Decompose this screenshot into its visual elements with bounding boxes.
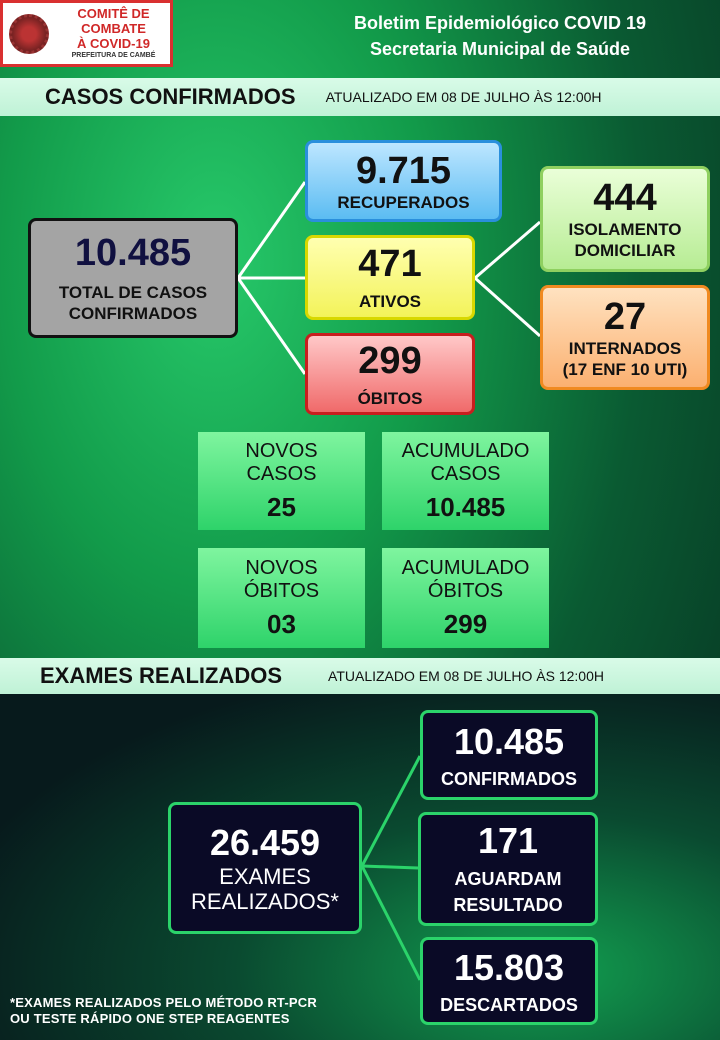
footnote-line1: *EXAMES REALIZADOS PELO MÉTODO RT-PCR <box>10 995 317 1010</box>
casos-header-bar: CASOS CONFIRMADOS ATUALIZADO EM 08 DE JU… <box>0 78 720 116</box>
acumulado-casos-value: 10.485 <box>425 491 506 522</box>
total-casos-box: 10.485 TOTAL DE CASOS CONFIRMADOS <box>28 218 238 338</box>
exames-updated: ATUALIZADO EM 08 DE JULHO ÀS 12:00H <box>328 668 604 684</box>
internados-detail: (17 ENF 10 UTI) <box>562 359 688 379</box>
isolamento-label: ISOLAMENTO <box>568 220 682 239</box>
ativos-value: 471 <box>358 243 422 285</box>
isolamento-label2: DOMICILIAR <box>574 241 676 260</box>
exames-total-value: 26.459 <box>209 822 321 863</box>
recuperados-box: 9.715 RECUPERADOS <box>305 140 502 222</box>
acumulado-obitos-label2: ÓBITOS <box>427 579 504 602</box>
exames-confirmados-box: 10.485 CONFIRMADOS <box>420 710 598 800</box>
ativos-label: ATIVOS <box>358 292 422 311</box>
novos-obitos-box: NOVOS ÓBITOS 03 <box>198 548 365 648</box>
exames-aguardam-label: AGUARDAM <box>454 869 562 889</box>
obitos-box: 299 ÓBITOS <box>305 333 475 415</box>
novos-casos-box: NOVOS CASOS 25 <box>198 432 365 530</box>
acumulado-obitos-label: ACUMULADO <box>401 556 530 579</box>
isolamento-value: 444 <box>593 177 657 219</box>
internados-label: INTERNADOS <box>568 338 682 358</box>
exames-aguardam-box: 171 AGUARDAM RESULTADO <box>418 812 598 926</box>
logo-line2: À COVID-19 <box>77 36 150 51</box>
logo-line1: COMITÊ DE COMBATE <box>77 6 150 36</box>
novos-obitos-label: NOVOS <box>245 556 318 579</box>
acumulado-casos-label: ACUMULADO <box>401 439 530 462</box>
total-casos-value: 10.485 <box>74 232 192 274</box>
exames-confirmados-value: 10.485 <box>453 720 565 762</box>
ativos-box: 471 ATIVOS <box>305 235 475 320</box>
exames-descartados-value: 15.803 <box>453 946 565 988</box>
casos-updated: ATUALIZADO EM 08 DE JULHO ÀS 12:00H <box>325 89 602 105</box>
recuperados-value: 9.715 <box>355 149 452 192</box>
acumulado-obitos-value: 299 <box>443 608 488 639</box>
acumulado-obitos-box: ACUMULADO ÓBITOS 299 <box>382 548 549 648</box>
exames-descartados-box: 15.803 DESCARTADOS <box>420 937 598 1025</box>
exames-aguardam-label2: RESULTADO <box>453 895 563 915</box>
exames-total-label2: REALIZADOS* <box>191 889 339 914</box>
footnote: *EXAMES REALIZADOS PELO MÉTODO RT-PCR OU… <box>10 995 317 1027</box>
acumulado-casos-box: ACUMULADO CASOS 10.485 <box>382 432 549 530</box>
logo-line3: PREFEITURA DE CAMBÉ <box>71 52 156 59</box>
isolamento-box: 444 ISOLAMENTO DOMICILIAR <box>540 166 710 272</box>
page-subtitle: Secretaria Municipal de Saúde <box>369 39 631 59</box>
novos-casos-label: NOVOS <box>245 439 318 462</box>
novos-obitos-label2: ÓBITOS <box>243 579 320 602</box>
virus-icon <box>9 13 49 54</box>
obitos-label: ÓBITOS <box>357 388 423 408</box>
exames-aguardam-value: 171 <box>477 820 539 861</box>
internados-box: 27 INTERNADOS (17 ENF 10 UTI) <box>540 285 710 390</box>
obitos-value: 299 <box>358 339 422 382</box>
recuperados-label: RECUPERADOS <box>337 192 470 212</box>
footnote-line2: OU TESTE RÁPIDO ONE STEP REAGENTES <box>10 1011 290 1026</box>
novos-casos-label2: CASOS <box>246 462 317 485</box>
header: Boletim Epidemiológico COVID 19 Secretar… <box>300 10 700 62</box>
exames-header-bar: EXAMES REALIZADOS ATUALIZADO EM 08 DE JU… <box>0 658 720 694</box>
novos-casos-value: 25 <box>267 491 296 522</box>
exames-total-label: EXAMES <box>219 864 311 889</box>
exames-heading: EXAMES REALIZADOS <box>40 663 283 688</box>
internados-value: 27 <box>603 295 647 338</box>
exames-total-box: 26.459 EXAMES REALIZADOS* <box>168 802 362 934</box>
novos-obitos-value: 03 <box>267 608 296 639</box>
total-casos-label: TOTAL DE CASOS CONFIRMADOS <box>58 283 208 323</box>
acumulado-casos-label2: CASOS <box>430 462 501 485</box>
logo: COMITÊ DE COMBATE À COVID-19 PREFEITURA DE… <box>0 0 173 67</box>
exames-descartados-label: DESCARTADOS <box>440 994 578 1015</box>
page-title: Boletim Epidemiológico COVID 19 <box>353 13 647 33</box>
casos-heading: CASOS CONFIRMADOS <box>45 84 296 109</box>
exames-confirmados-label: CONFIRMADOS <box>441 768 577 789</box>
